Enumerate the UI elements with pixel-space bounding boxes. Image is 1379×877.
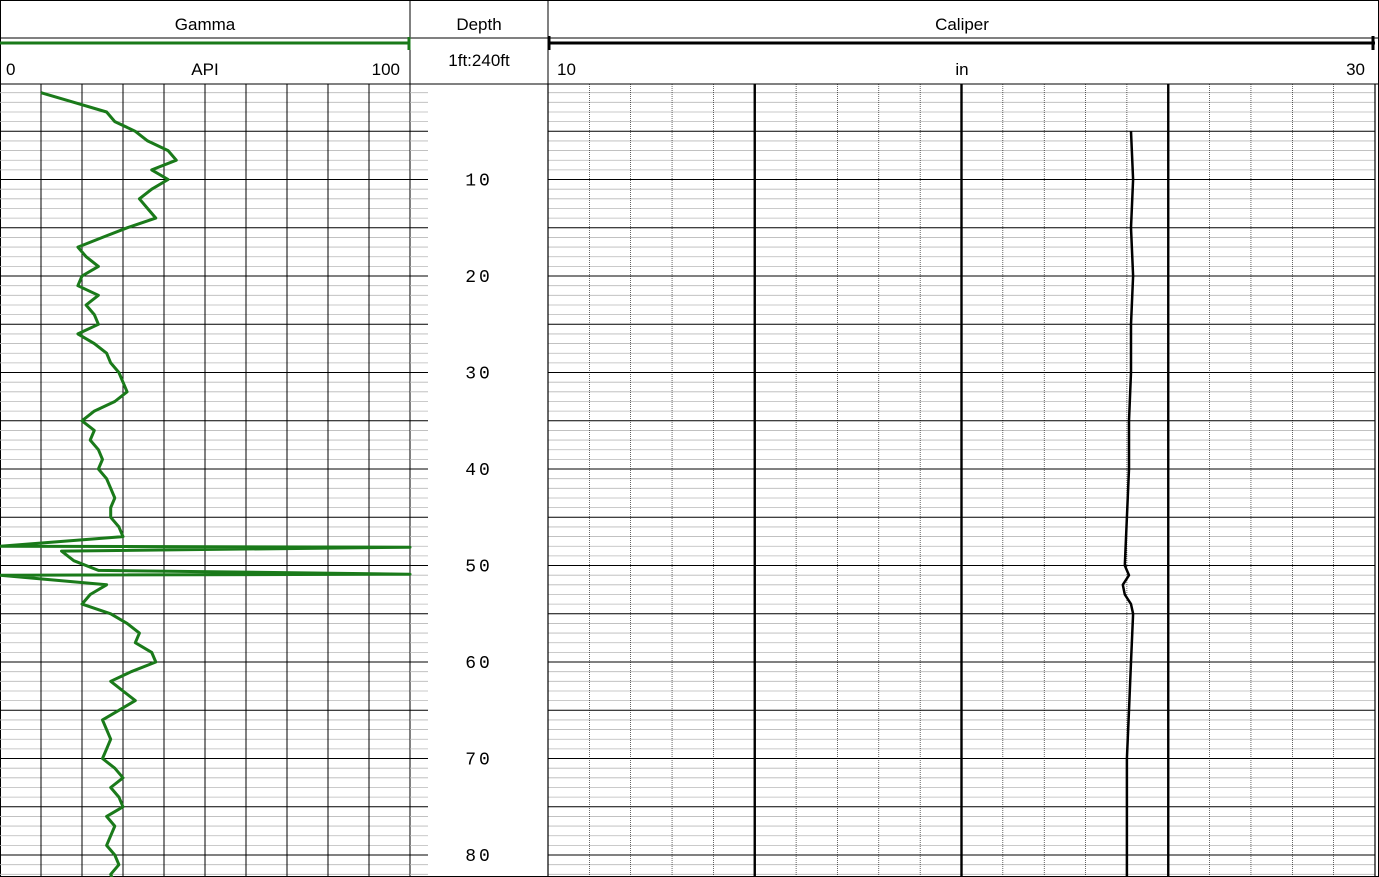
caliper-curve	[1121, 131, 1135, 877]
depth-track-grid	[410, 92, 428, 875]
gamma-track-title: Gamma	[175, 15, 236, 34]
gamma-scale-max: 100	[372, 60, 400, 79]
depth-labels: 10 20 30 40 50 60 70 80	[465, 172, 493, 867]
depth-label-40: 40	[465, 461, 493, 481]
caliper-unit: in	[955, 60, 968, 79]
depth-label-30: 30	[465, 365, 493, 385]
caliper-track-grid	[547, 84, 1376, 877]
gamma-curve	[0, 91, 412, 877]
depth-label-50: 50	[465, 558, 493, 578]
depth-track-title: Depth	[456, 15, 501, 34]
depth-label-20: 20	[465, 268, 493, 288]
depth-label-70: 70	[465, 751, 493, 771]
caliper-track-title: Caliper	[935, 15, 989, 34]
depth-scale-label: 1ft:240ft	[448, 51, 510, 70]
depth-label-10: 10	[465, 172, 493, 192]
gamma-scale-min: 0	[6, 60, 15, 79]
caliper-scale-min: 10	[557, 60, 576, 79]
caliper-scale-max: 30	[1346, 60, 1365, 79]
log-curves	[0, 91, 1135, 877]
depth-label-80: 80	[465, 847, 493, 867]
gamma-unit: API	[191, 60, 218, 79]
depth-label-60: 60	[465, 654, 493, 674]
gamma-track-grid	[0, 84, 411, 877]
